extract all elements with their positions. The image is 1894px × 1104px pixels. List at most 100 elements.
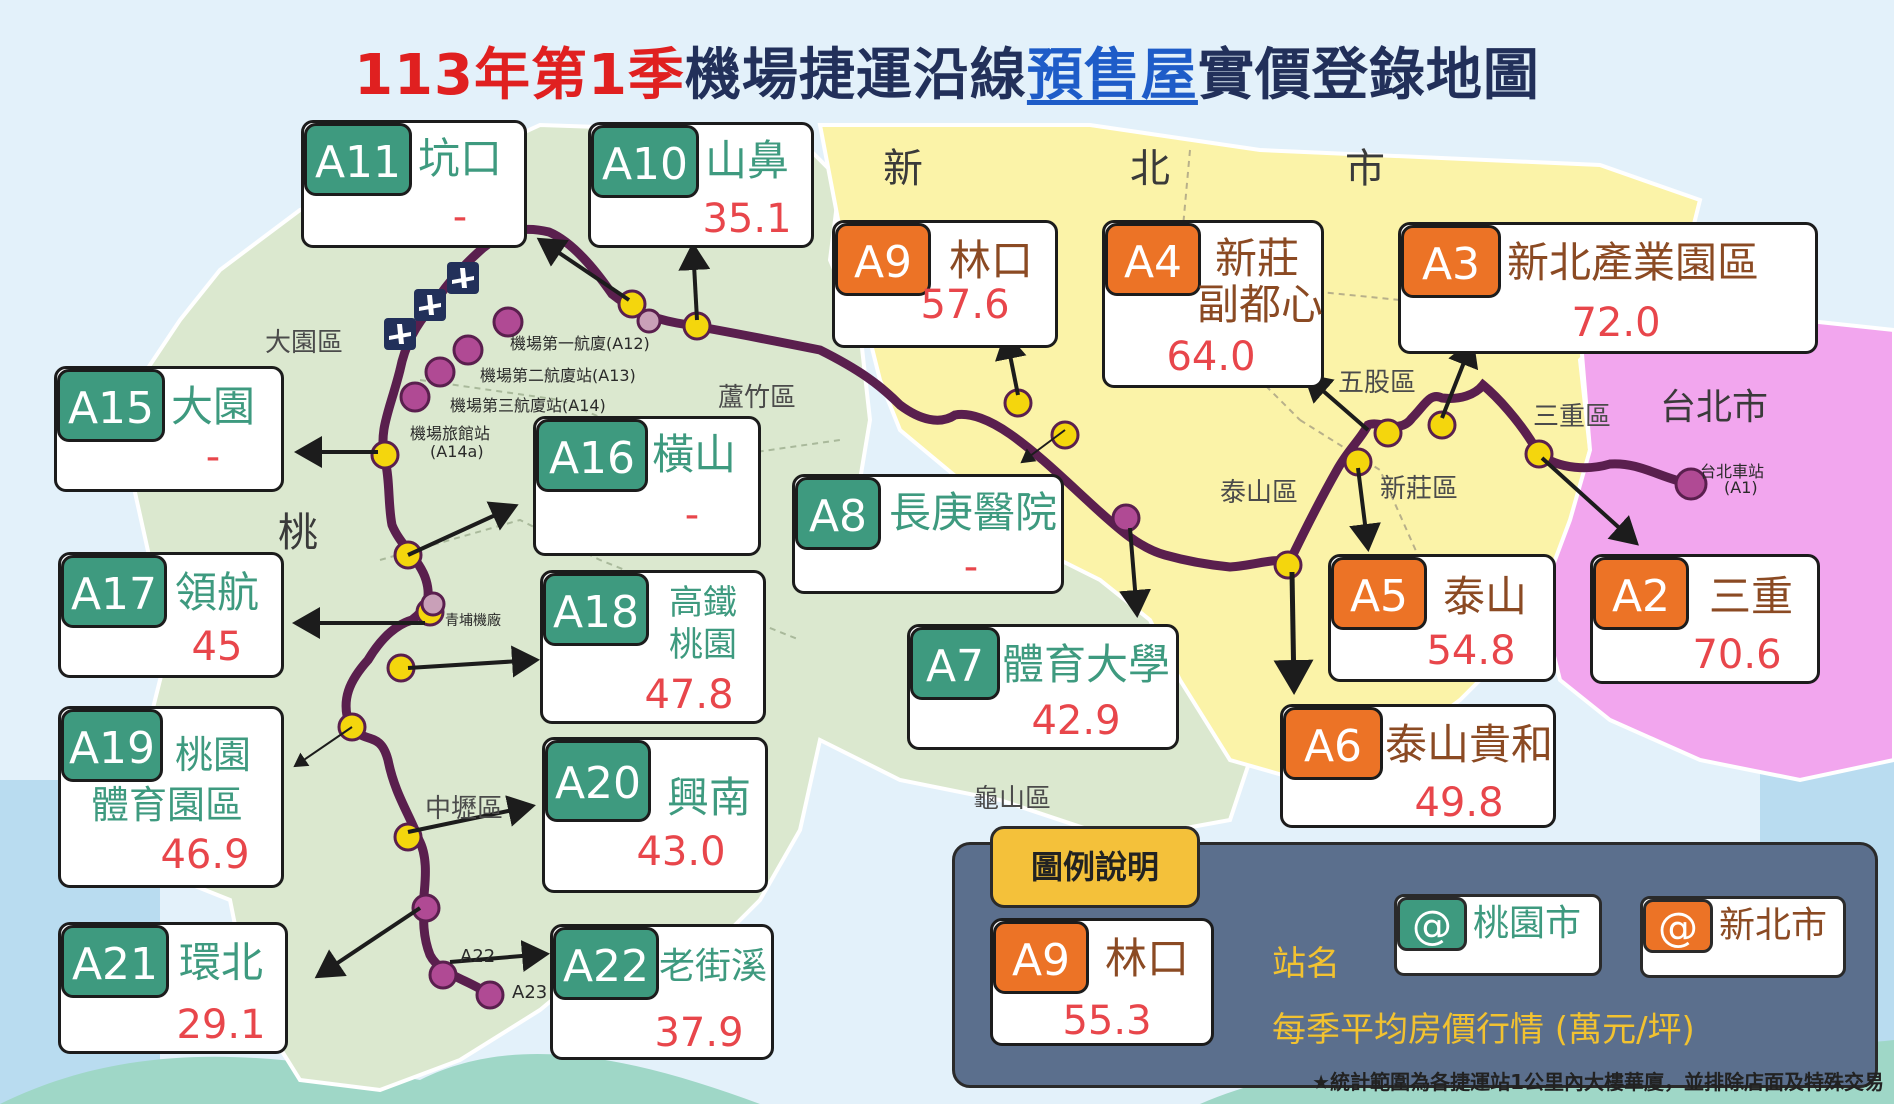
station-code: A16 [536,419,648,492]
station-card-a7[interactable]: A7 體育大學 42.9 [907,624,1179,750]
title-suffix: 實價登錄地圖 [1197,43,1540,108]
station-code: A7 [910,627,1000,700]
station-name: 橫山 [652,430,737,479]
label-hotel: 機場旅館站 [410,424,491,443]
station-a14b[interactable] [399,381,431,413]
station-card-a10[interactable]: A10 山鼻 35.1 [588,122,814,248]
station-card-a9[interactable]: A9 林口 57.6 [832,220,1058,348]
station-price: 54.8 [1426,628,1516,674]
arrow-a20 [407,795,536,834]
station-price: 72.0 [1571,300,1661,346]
station-price: 46.9 [160,832,250,878]
station-card-a2[interactable]: A2 三重 70.6 [1590,554,1820,684]
station-price: 42.9 [1031,698,1121,744]
station-a13[interactable] [492,306,524,338]
district-wugu: 五股區 [1338,368,1417,398]
station-qingpu[interactable] [420,591,446,617]
station-price: - [205,434,221,480]
station-price: - [452,194,468,240]
station-name: 山鼻 [705,136,790,185]
label-hotel-code: (A14a) [430,442,484,461]
station-code: A2 [1593,557,1689,630]
district-xinzhuang: 新莊區 [1380,474,1459,504]
label-taipei-main: 台北車站 [1700,462,1765,481]
station-card-a16[interactable]: A16 橫山 - [533,416,761,556]
district-bei: 北 [1130,146,1170,192]
station-a4[interactable] [1373,418,1403,448]
station-price: 49.8 [1414,780,1504,826]
title-line: 機場捷運沿線 [684,43,1027,108]
arrow-a5 [1349,467,1381,552]
station-name: 環北 [179,938,264,987]
station-price: 45 [191,624,243,670]
title-quarter: 113年第1季 [354,43,685,108]
station-card-a17[interactable]: A17 領航 45 [58,552,284,678]
legend-key-new-taipei: @ 新北市 [1640,896,1846,978]
station-card-a11[interactable]: A11 坑口 - [301,120,527,248]
station-price: 57.6 [920,282,1010,328]
station-a6[interactable] [1273,550,1303,580]
district-boundary [1119,288,1401,302]
district-zhongli: 中壢區 [425,794,504,824]
station-a14a[interactable] [424,356,456,388]
label-a23: A23 [512,982,548,1003]
station-card-a5[interactable]: A5 泰山 54.8 [1328,554,1556,682]
station-a23[interactable] [475,980,505,1010]
legend-new-taipei-label: 新北市 [1719,905,1828,946]
station-a3[interactable] [1427,410,1457,440]
station-name: 體育大學 [1002,640,1171,689]
pointer-arrows [292,237,1639,979]
station-price: - [684,492,700,538]
arrow-a19 [293,726,353,768]
district-xin: 新 [883,146,923,192]
district-shi: 市 [1345,146,1385,192]
station-card-a21[interactable]: A21 環北 29.1 [58,922,288,1054]
station-a21[interactable] [411,893,441,923]
legend-example-name: 林口 [1105,934,1190,983]
station-code: A21 [61,925,169,998]
station-a8[interactable] [1050,420,1080,450]
station-a12[interactable] [636,308,662,334]
arrow-a11 [536,237,631,302]
station-price: 47.8 [644,672,734,718]
station-a14[interactable] [452,334,484,366]
station-card-a8[interactable]: A8 長庚醫院 - [792,474,1064,594]
station-code: A4 [1105,223,1201,296]
station-name: 桃園 [175,733,252,777]
station-price: 64.0 [1166,334,1256,380]
station-name: 泰山 [1443,572,1528,621]
station-card-a20[interactable]: A20 興南 43.0 [542,737,768,893]
legend-title: 圖例說明 [990,826,1200,908]
station-card-a18[interactable]: A18 高鐵 桃園 47.8 [540,570,766,724]
station-name-line2: 桃園 [669,625,737,665]
station-name: 坑口 [418,134,503,183]
station-a22[interactable] [428,960,458,990]
label-t3: 機場第三航廈站(A14) [450,396,606,415]
station-card-a19[interactable]: A19 桃園 體育園區 46.9 [58,706,284,888]
district-taipei: 台北市 [1660,387,1769,428]
station-name: 領航 [175,568,260,617]
station-card-a6[interactable]: A6 泰山貴和 49.8 [1280,704,1556,828]
station-card-a15[interactable]: A15 大園 - [54,366,284,492]
station-price: 35.1 [702,196,792,242]
station-card-a22[interactable]: A22 老街溪 37.9 [550,924,774,1060]
station-code: A20 [545,740,651,822]
station-card-a3[interactable]: A3 新北產業園區 72.0 [1398,222,1818,354]
district-boundary [419,379,841,462]
station-a20[interactable] [393,822,423,852]
station-name-line2: 體育園區 [91,783,244,827]
station-a7[interactable] [1111,503,1141,533]
station-code: A8 [795,477,881,550]
taipei-area [1537,297,1894,783]
station-price: - [963,544,979,590]
district-sanchong: 三重區 [1533,402,1612,432]
station-card-a4[interactable]: A4 新莊 副都心 64.0 [1102,220,1324,388]
station-name: 長庚醫院 [889,488,1058,537]
station-name: 三重 [1709,572,1794,621]
station-a1[interactable] [1674,467,1708,501]
station-a15[interactable] [370,440,400,470]
arrow-a16 [407,501,519,557]
legend-price-desc: 每季平均房價行情 (萬元/坪) [1272,1010,1695,1050]
airplane-icon [414,289,446,321]
